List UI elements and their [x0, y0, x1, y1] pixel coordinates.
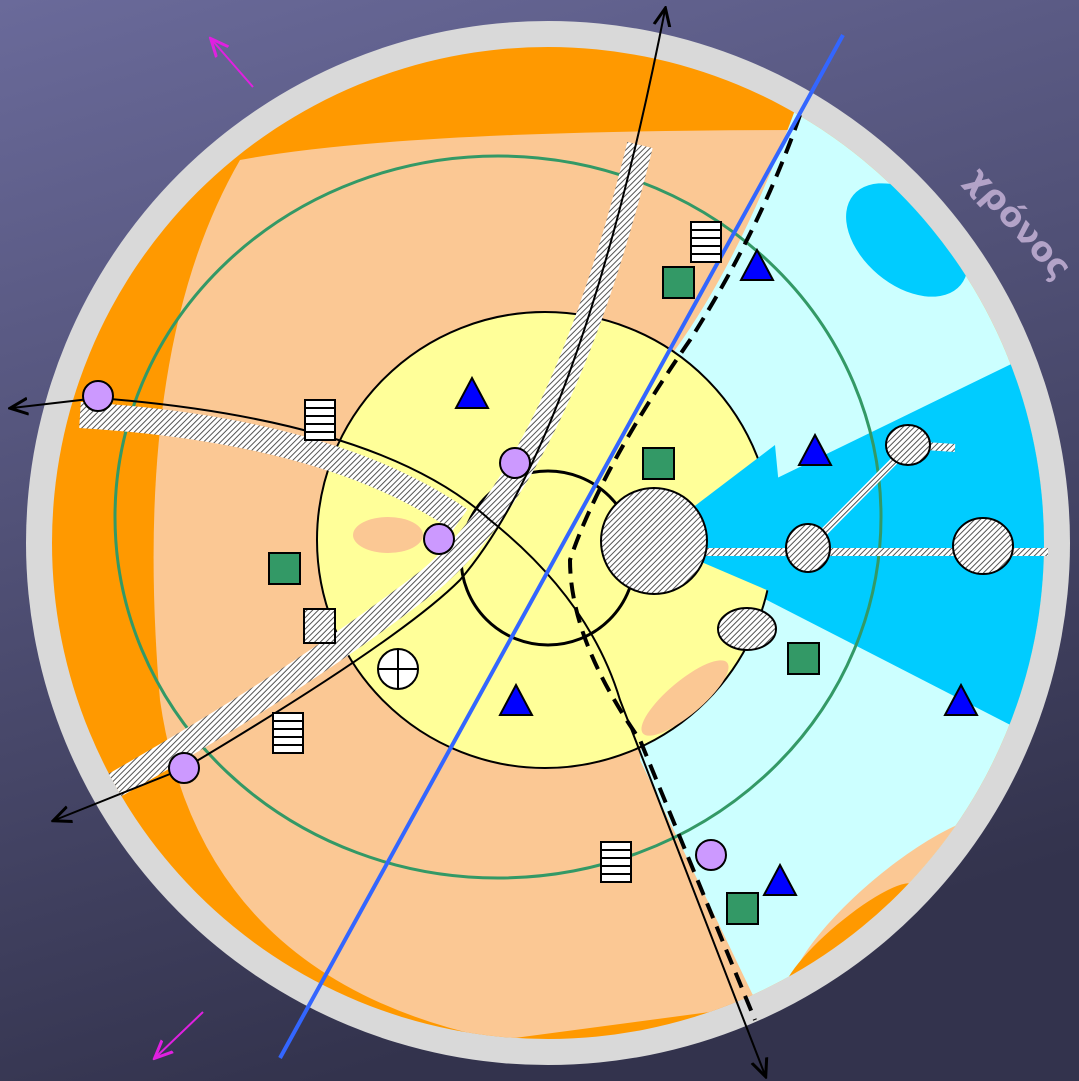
blue-triangle — [454, 375, 490, 409]
blue-triangle — [498, 682, 534, 716]
cyan-wedge-inner — [650, 445, 790, 600]
arrow — [55, 767, 186, 820]
green-ring — [113, 154, 883, 880]
hatched-node — [785, 523, 831, 573]
purple-dot — [423, 523, 455, 555]
striped-square — [690, 221, 722, 263]
magenta-arrow — [212, 40, 254, 88]
green-square — [662, 266, 695, 299]
hatched-node — [717, 607, 777, 651]
blue-triangle — [762, 862, 798, 896]
cyan-wedge — [650, 350, 1044, 740]
arrow — [97, 397, 765, 1075]
green-squares — [268, 266, 820, 925]
hatched-node — [885, 424, 931, 466]
band — [79, 402, 468, 531]
purple-dot — [499, 447, 531, 479]
purple-dot — [168, 752, 200, 784]
peach-blob — [353, 517, 423, 553]
blue-line — [278, 34, 845, 1059]
striped-square — [304, 399, 336, 441]
blue-triangle — [797, 432, 833, 466]
green-square — [726, 892, 759, 925]
green-square — [787, 642, 820, 675]
blue-triangles — [454, 247, 979, 896]
purple-dot — [695, 839, 727, 871]
magenta-arrow — [156, 1011, 204, 1057]
hatched-node — [952, 517, 1014, 575]
hatched-square — [303, 608, 336, 644]
striped-squares — [272, 221, 722, 883]
blue-triangle — [739, 247, 775, 281]
purple-dots — [82, 380, 727, 871]
hatched-node — [600, 487, 708, 595]
peach-blob — [641, 660, 729, 736]
striped-square — [600, 841, 632, 883]
cross-circle — [377, 648, 419, 690]
green-square — [642, 447, 675, 480]
green-square — [268, 552, 301, 585]
purple-dot — [82, 380, 114, 412]
blue-triangle — [943, 682, 979, 716]
striped-square — [272, 712, 304, 754]
arrow — [184, 10, 665, 769]
